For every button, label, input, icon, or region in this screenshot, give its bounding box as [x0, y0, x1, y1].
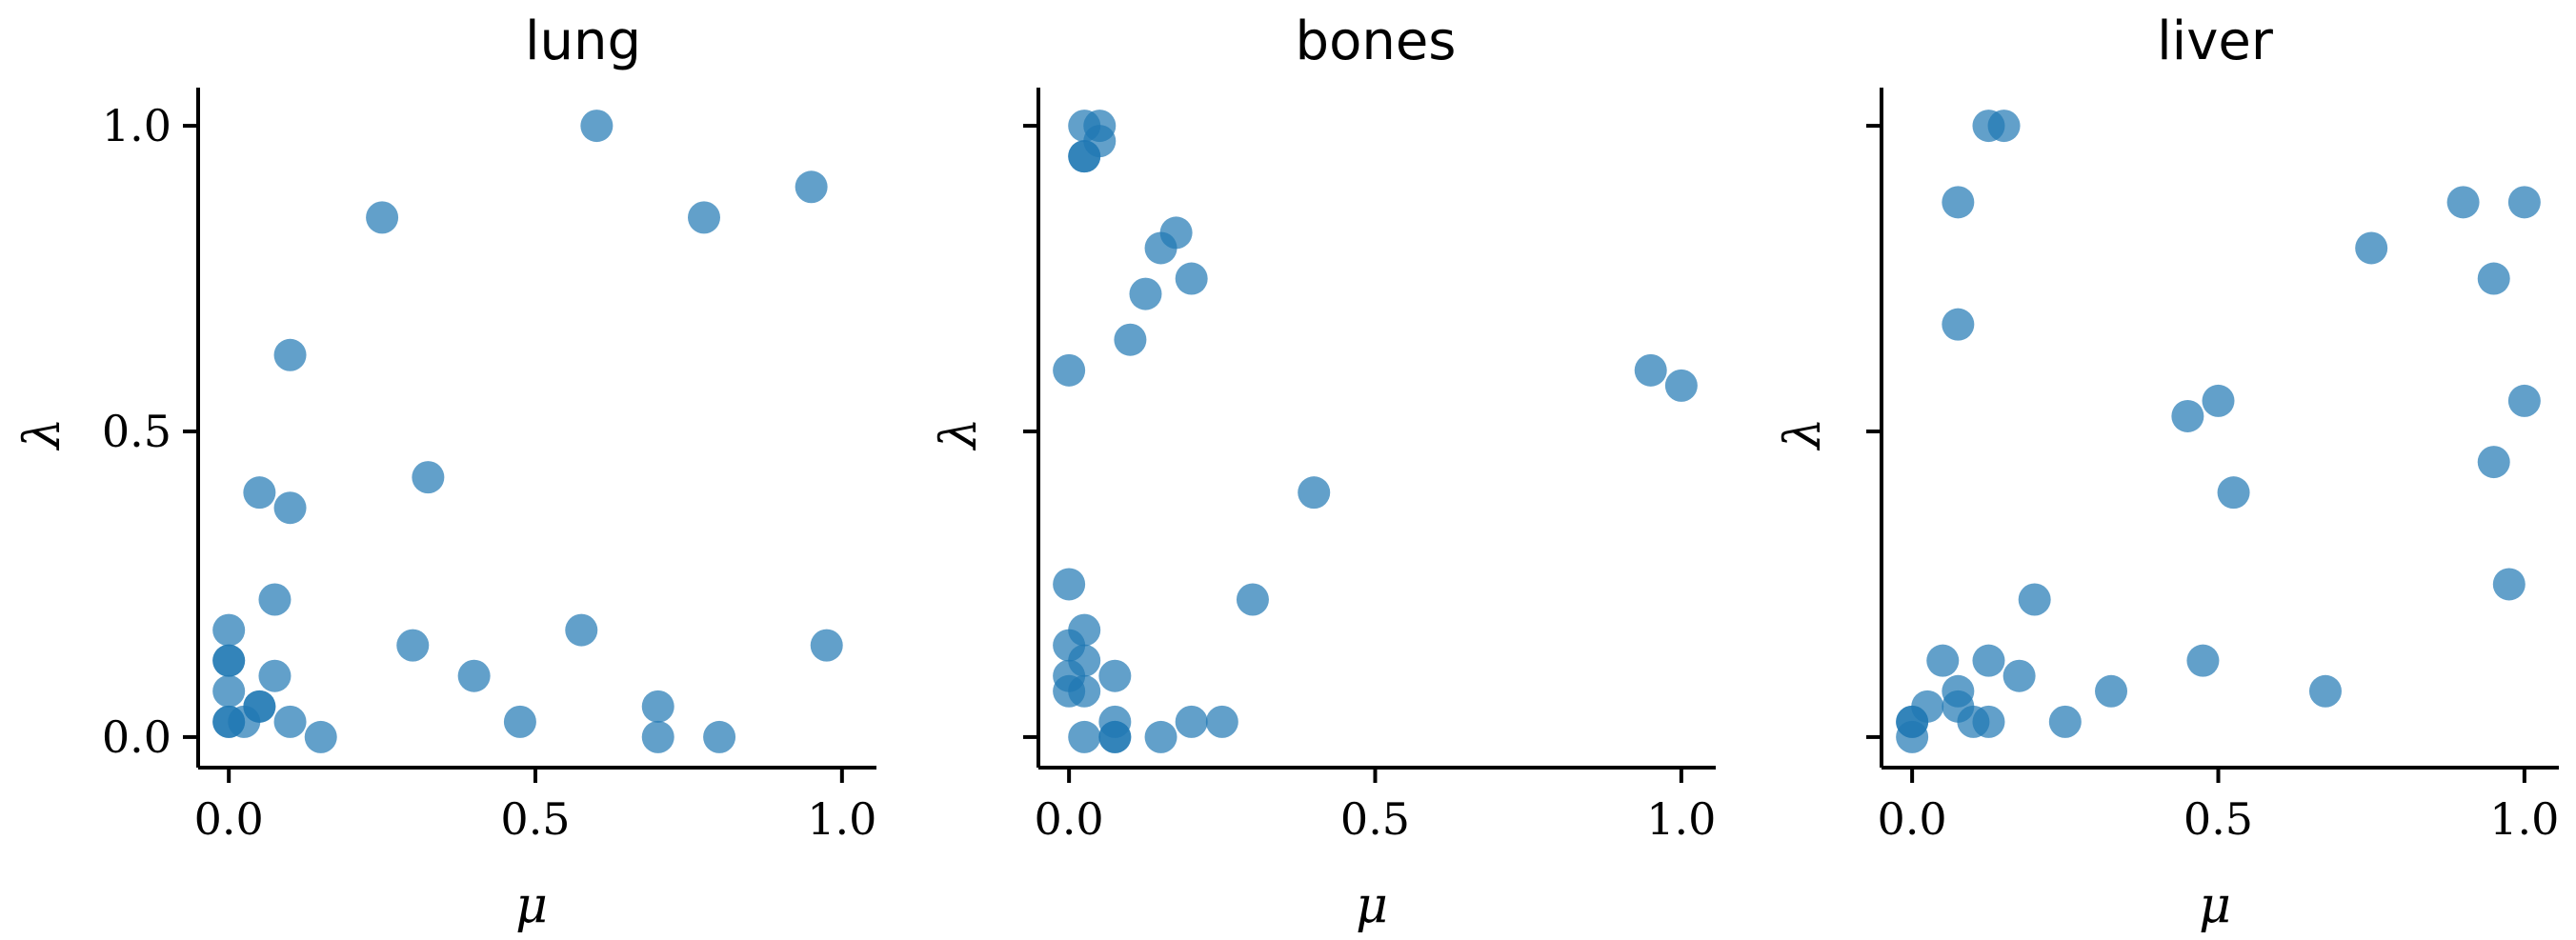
panel-liver: liver μ λ 0.0 0.5 1.0 [1775, 10, 2559, 934]
data-point [304, 720, 337, 753]
data-point [810, 629, 843, 662]
data-point [1972, 644, 2005, 677]
data-point [1053, 353, 1086, 387]
data-points [1896, 110, 2541, 753]
data-point [1236, 583, 1269, 616]
data-point [1098, 720, 1132, 753]
data-point [228, 705, 261, 738]
data-point [212, 674, 246, 708]
x-axis-label: μ [1356, 877, 1388, 934]
panel-lung: lung μ λ 0.0 0.5 1.0 0.0 0.5 1.0 [14, 10, 876, 934]
x-tick-label: 0.0 [1878, 793, 1947, 845]
x-tick-label: 0.0 [194, 793, 264, 845]
data-point [273, 705, 307, 738]
data-point [1205, 705, 1238, 738]
data-point [795, 170, 828, 204]
panel-title: lung [525, 10, 641, 72]
data-point [2048, 705, 2082, 738]
data-point [273, 338, 307, 371]
data-point [2507, 384, 2541, 417]
data-point [1068, 674, 1101, 708]
data-point [2507, 186, 2541, 219]
data-point [1987, 110, 2021, 143]
data-point [2095, 674, 2128, 708]
y-axis-label: λ [1775, 418, 1832, 451]
axes: 0.0 0.5 1.0 0.0 0.5 1.0 [102, 88, 876, 845]
data-point [243, 476, 276, 510]
data-point [2186, 644, 2220, 677]
data-point [366, 201, 399, 234]
data-point [1942, 186, 1975, 219]
data-point [641, 690, 674, 723]
data-point [580, 110, 614, 143]
data-point [2355, 231, 2388, 265]
panel-bones: bones μ λ 0.0 0.5 1.0 [931, 10, 1716, 934]
data-point [273, 491, 307, 525]
data-point [2492, 568, 2526, 601]
data-point [1942, 308, 1975, 341]
x-tick-label: 1.0 [807, 793, 876, 845]
data-point [1175, 705, 1208, 738]
data-point [2202, 384, 2235, 417]
data-point [258, 583, 292, 616]
data-point [2171, 399, 2204, 432]
data-point [1144, 231, 1177, 265]
data-point [2477, 446, 2510, 479]
data-point [457, 659, 491, 692]
data-point [1926, 644, 1960, 677]
data-points [1053, 110, 1698, 753]
x-axis-label: μ [2199, 877, 2231, 934]
x-tick-label: 1.0 [1646, 793, 1716, 845]
data-point [1114, 323, 1147, 356]
panel-title: bones [1296, 10, 1457, 72]
x-tick-label: 1.0 [2489, 793, 2559, 845]
data-point [2308, 674, 2342, 708]
data-point [212, 613, 246, 647]
data-point [1098, 659, 1132, 692]
x-tick-label: 0.5 [2184, 793, 2253, 845]
data-point [2446, 186, 2480, 219]
data-point [1298, 476, 1331, 510]
data-point [1068, 140, 1101, 173]
y-axis-label: λ [931, 418, 988, 451]
axes: 0.0 0.5 1.0 [1023, 88, 1716, 845]
data-point [2217, 476, 2250, 510]
x-axis-label: μ [515, 877, 548, 934]
x-tick-label: 0.0 [1035, 793, 1104, 845]
x-tick-label: 0.5 [1340, 793, 1410, 845]
data-point [1053, 568, 1086, 601]
data-point [1144, 720, 1177, 753]
panel-title: liver [2157, 10, 2274, 72]
data-point [2018, 583, 2051, 616]
data-point [565, 613, 598, 647]
data-point [1664, 369, 1698, 402]
data-point [1896, 720, 1929, 753]
data-point [1129, 277, 1162, 310]
data-point [1972, 705, 2005, 738]
data-point [703, 720, 736, 753]
data-point [1068, 720, 1101, 753]
data-points [212, 110, 843, 753]
data-point [688, 201, 720, 234]
data-point [1175, 262, 1208, 295]
axes: 0.0 0.5 1.0 [1866, 88, 2559, 845]
y-axis-label: λ [14, 418, 71, 451]
x-tick-label: 0.5 [500, 793, 570, 845]
data-point [641, 720, 674, 753]
data-point [212, 644, 246, 677]
data-point [412, 461, 445, 494]
y-tick-label: 0.0 [102, 711, 171, 763]
y-tick-label: 0.5 [102, 406, 171, 457]
data-point [2477, 262, 2510, 295]
data-point [258, 659, 292, 692]
data-point [2002, 659, 2036, 692]
data-point [1634, 353, 1667, 387]
data-point [503, 705, 536, 738]
y-tick-label: 1.0 [102, 100, 171, 151]
data-point [396, 629, 430, 662]
